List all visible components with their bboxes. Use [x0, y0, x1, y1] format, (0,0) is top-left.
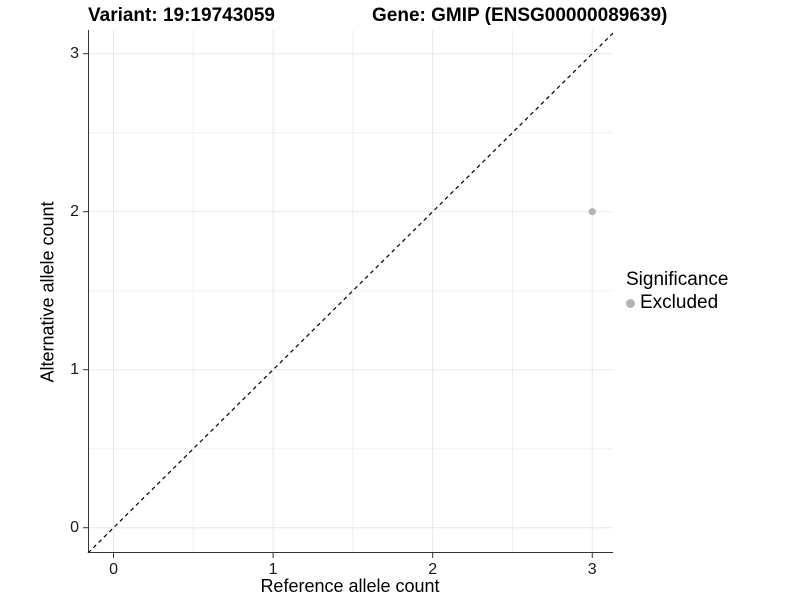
y-axis-title: Alternative allele count: [37, 201, 58, 383]
title-variant: Variant: 19:19743059: [88, 5, 275, 26]
y-tick-label: 2: [70, 202, 79, 220]
legend-item-excluded: Excluded: [626, 292, 728, 314]
title-gene: Gene: GMIP (ENSG00000089639): [372, 5, 668, 26]
x-tick-label: 0: [109, 561, 118, 578]
circle-icon: [626, 298, 635, 308]
legend-item-label: Excluded: [640, 292, 719, 313]
y-tick-label: 0: [70, 518, 79, 536]
identity-reference-line: [87, 32, 614, 554]
legend-title: Significance: [626, 269, 729, 290]
x-tick-label: 1: [268, 561, 278, 578]
x-tick-label: 3: [587, 561, 597, 578]
y-tick-label: 1: [70, 360, 79, 378]
plot-canvas: [83, 30, 614, 558]
legend: Significance Excluded: [626, 269, 728, 314]
x-tick-label: 2: [428, 561, 438, 578]
y-tick-label: 3: [70, 44, 79, 62]
x-axis-title: Reference allele count: [260, 576, 440, 596]
data-point: [588, 208, 596, 216]
plot-panel: [83, 30, 614, 558]
